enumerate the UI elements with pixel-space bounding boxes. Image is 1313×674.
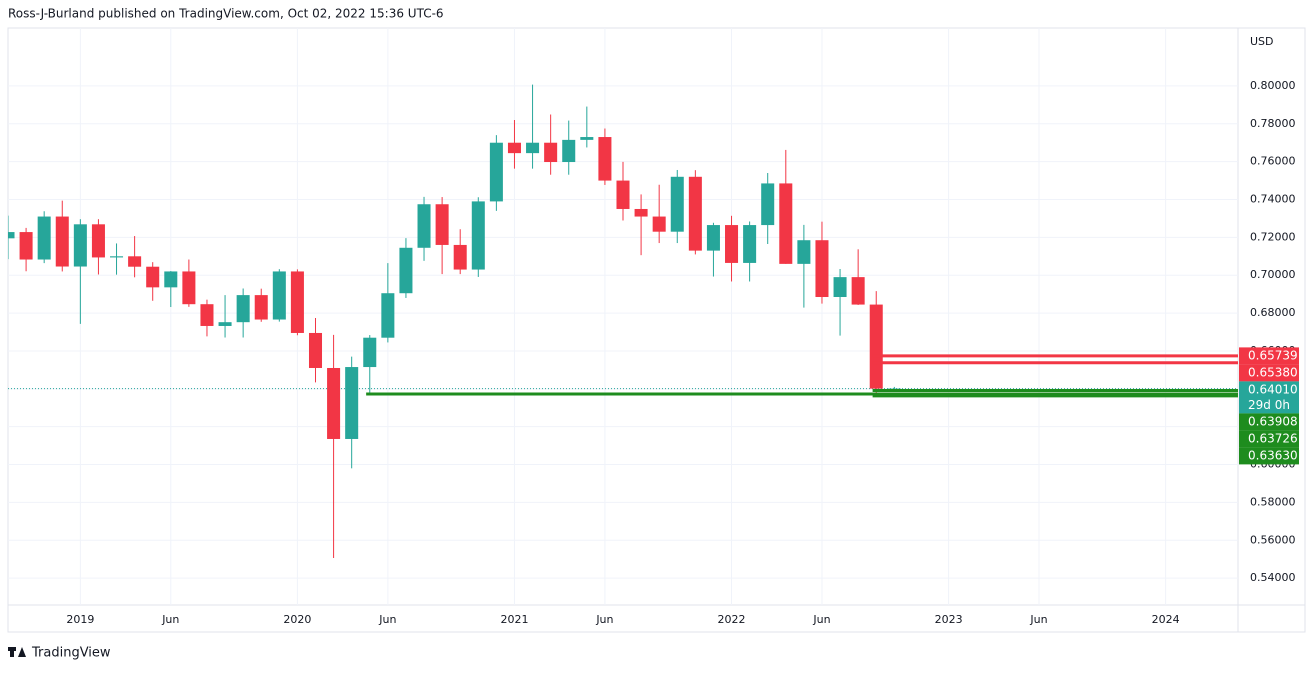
- candle-body: [670, 176, 684, 232]
- candle-body: [634, 208, 648, 217]
- price-tag: [1239, 430, 1299, 448]
- candle-body: [833, 277, 847, 298]
- candle-body: [91, 224, 105, 258]
- price-tag: [1239, 447, 1299, 465]
- y-tick-label: 0.58000: [1250, 495, 1296, 508]
- x-tick-label: Jun: [161, 613, 179, 626]
- candle-body: [110, 256, 124, 258]
- candle-body: [544, 142, 558, 163]
- y-tick-label: 0.70000: [1250, 268, 1296, 281]
- price-tag-label: 0.65380: [1248, 365, 1298, 379]
- candle-body: [417, 204, 431, 248]
- price-tag: [1239, 381, 1299, 414]
- candle-body: [526, 142, 540, 154]
- x-tick-label: Jun: [1029, 613, 1047, 626]
- candle-body: [146, 266, 160, 288]
- candle-body: [580, 137, 594, 140]
- price-tag-label: 0.63908: [1248, 414, 1298, 428]
- price-tag: [1239, 364, 1299, 382]
- candle-body: [779, 183, 793, 264]
- candle-body: [399, 247, 413, 294]
- candle-body: [706, 225, 720, 251]
- candle-body: [381, 293, 395, 338]
- y-tick-label: 0.68000: [1250, 306, 1296, 319]
- candle-body: [290, 271, 304, 333]
- candle-body: [761, 183, 775, 226]
- candle-body: [489, 142, 503, 202]
- candle-body: [688, 176, 702, 251]
- candle-body: [182, 271, 196, 305]
- candle-body: [725, 225, 739, 263]
- y-tick-label: 0.76000: [1250, 155, 1296, 168]
- x-tick-label: Jun: [595, 613, 613, 626]
- candle-body: [598, 137, 612, 181]
- candle-body: [254, 295, 268, 320]
- price-tag-label: 0.65739: [1248, 348, 1298, 362]
- candle-body: [236, 295, 250, 323]
- candle-body: [815, 240, 829, 298]
- price-tag: [1239, 413, 1299, 431]
- candle-body: [453, 244, 467, 270]
- logo: [8, 647, 26, 657]
- x-tick-label: Jun: [812, 613, 830, 626]
- y-tick-label: 0.78000: [1250, 117, 1296, 130]
- y-tick-label: 0.72000: [1250, 230, 1296, 243]
- y-tick-label: 0.74000: [1250, 193, 1296, 206]
- candle-body: [652, 216, 666, 232]
- candle-body: [743, 225, 757, 263]
- x-tick-label: Jun: [378, 613, 396, 626]
- x-tick-label: 2020: [283, 613, 311, 626]
- candle-body: [327, 367, 341, 439]
- x-tick-label: 2023: [935, 613, 963, 626]
- y-tick-label: 0.54000: [1250, 571, 1296, 584]
- frame: [7, 27, 1306, 633]
- x-tick-label: 2022: [718, 613, 746, 626]
- candle-body: [562, 139, 576, 163]
- x-tick-label: 2021: [500, 613, 528, 626]
- countdown-label: 29d 0h: [1248, 398, 1290, 412]
- candle-body: [37, 216, 51, 260]
- y-axis-label: USD: [1250, 35, 1274, 48]
- price-tag-label: 0.64010: [1248, 382, 1298, 396]
- candle-body: [435, 204, 449, 245]
- candle-body: [55, 216, 69, 267]
- candle-body: [218, 322, 232, 326]
- footer-brand: TradingView: [31, 646, 111, 661]
- candle-body: [272, 271, 286, 320]
- price-tag-label: 0.63630: [1248, 448, 1298, 462]
- candle-body: [363, 337, 377, 368]
- candle-body: [345, 367, 359, 439]
- candle-body: [200, 304, 214, 326]
- candle-body: [471, 201, 485, 270]
- candle-body: [797, 240, 811, 264]
- axes: 0.540000.560000.580000.600000.620000.640…: [66, 79, 1299, 626]
- candle-body: [128, 256, 142, 267]
- candle-body: [164, 271, 178, 288]
- candle-body: [616, 180, 630, 209]
- y-tick-label: 0.56000: [1250, 533, 1296, 546]
- x-tick-label: 2024: [1152, 613, 1180, 626]
- header: Ross-J-Burland published on TradingView.…: [8, 7, 444, 21]
- y-tick-label: 0.80000: [1250, 79, 1296, 92]
- candle-body: [507, 142, 521, 154]
- candle-body: [851, 277, 865, 305]
- plot-area: [8, 28, 1238, 605]
- price-tag: [1239, 347, 1299, 365]
- candle-body: [73, 224, 87, 267]
- candle-body: [8, 232, 15, 239]
- price-tag-label: 0.63726: [1248, 431, 1298, 445]
- candle-body: [308, 332, 323, 368]
- candle-body: [19, 232, 33, 260]
- candle-body: [869, 304, 883, 389]
- x-tick-label: 2019: [66, 613, 94, 626]
